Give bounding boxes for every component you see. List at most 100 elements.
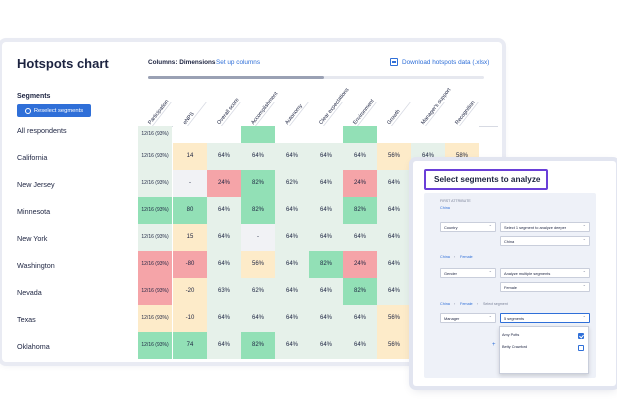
add-attribute-icon[interactable]: + [492, 342, 496, 348]
hotspot-cell[interactable]: 64% [343, 224, 377, 251]
attribute-1-select[interactable]: Country [440, 222, 496, 232]
hotspot-cell[interactable]: 82% [343, 197, 377, 224]
column-header[interactable]: Participation [147, 98, 171, 126]
hotspot-cell[interactable]: 64% [309, 197, 343, 224]
hotspot-cell[interactable] [445, 126, 479, 143]
hotspot-cell[interactable]: 64% [241, 305, 275, 332]
attribute-2-mode-select[interactable]: Analyze multiple segments [500, 268, 590, 278]
hotspot-cell[interactable] [173, 126, 207, 143]
dropdown-item-2[interactable]: Betty Crawford [502, 345, 528, 349]
hotspot-cell[interactable]: -80 [173, 251, 207, 278]
hotspot-cell[interactable]: 64% [207, 224, 241, 251]
hotspot-cell[interactable]: 64% [343, 305, 377, 332]
column-header[interactable]: Environment [352, 98, 376, 126]
hotspot-cell[interactable]: 12/16 (93%) [138, 143, 172, 170]
hotspot-cell[interactable] [343, 126, 377, 143]
hotspot-cell[interactable]: 80 [173, 197, 207, 224]
column-header[interactable]: Manager's support [420, 87, 453, 126]
row-label[interactable]: Oklahoma [17, 342, 50, 351]
dropdown-item-1[interactable]: Amy Potts [502, 333, 520, 337]
attribute-3-select[interactable]: Manager [440, 313, 496, 323]
crumb-1[interactable]: China [440, 206, 450, 210]
hotspot-cell[interactable]: 64% [275, 332, 309, 359]
hotspot-cell[interactable]: - [241, 224, 275, 251]
attribute-1-value-select[interactable]: China [500, 236, 590, 246]
hotspot-cell[interactable] [241, 126, 275, 143]
hotspot-cell[interactable]: 12/16 (93%) [138, 170, 172, 197]
hotspot-cell[interactable]: 56% [377, 305, 411, 332]
hotspot-cell[interactable]: 64% [275, 251, 309, 278]
hotspot-cell[interactable]: 56% [241, 251, 275, 278]
hotspot-cell[interactable]: 12/16 (93%) [138, 305, 172, 332]
attribute-2-select[interactable]: Gender [440, 268, 496, 278]
setup-columns-link[interactable]: Set up columns [216, 59, 261, 66]
horizontal-scrollbar[interactable] [148, 76, 484, 79]
hotspot-cell[interactable]: 12/16 (93%) [138, 126, 172, 143]
row-label[interactable]: New York [17, 234, 48, 243]
download-button[interactable]: Download hotspots data (.xlsx) [390, 58, 489, 66]
hotspot-cell[interactable]: 74 [173, 332, 207, 359]
hotspot-cell[interactable]: 24% [207, 170, 241, 197]
hotspot-cell[interactable]: 64% [309, 143, 343, 170]
hotspot-cell[interactable]: 64% [207, 251, 241, 278]
hotspot-cell[interactable] [207, 126, 241, 143]
hotspot-cell[interactable]: 24% [343, 251, 377, 278]
reselect-segments-button[interactable]: Reselect segments [17, 104, 91, 117]
hotspot-cell[interactable]: 24% [343, 170, 377, 197]
hotspot-cell[interactable]: 64% [309, 224, 343, 251]
column-header[interactable]: Autonomy [284, 103, 304, 126]
hotspot-cell[interactable]: 82% [343, 278, 377, 305]
row-label[interactable]: All respondents [17, 126, 67, 135]
checkbox-checked-icon[interactable] [578, 333, 584, 339]
column-header[interactable]: Overall score [216, 97, 241, 126]
row-label[interactable]: Nevada [17, 288, 42, 297]
hotspot-cell[interactable]: 15 [173, 224, 207, 251]
hotspot-cell[interactable]: 14 [173, 143, 207, 170]
hotspot-cell[interactable] [411, 126, 445, 143]
hotspot-cell[interactable]: 64% [309, 305, 343, 332]
row-label[interactable]: California [17, 153, 48, 162]
hotspot-cell[interactable]: 64% [275, 224, 309, 251]
crumb-3-b[interactable]: Female [460, 302, 473, 306]
column-header[interactable]: Clear expectations [318, 87, 351, 126]
hotspot-cell[interactable]: 64% [207, 143, 241, 170]
hotspot-cell[interactable]: 64% [343, 332, 377, 359]
attribute-2-value-select[interactable]: Female [500, 282, 590, 292]
column-header[interactable]: Accomplishment [250, 91, 280, 126]
row-label[interactable]: Minnesota [17, 207, 51, 216]
hotspot-cell[interactable]: 64% [309, 170, 343, 197]
hotspot-cell[interactable]: 12/16 (93%) [138, 278, 172, 305]
row-label[interactable]: Texas [17, 315, 36, 324]
hotspot-cell[interactable]: 64% [377, 251, 411, 278]
hotspot-cell[interactable]: 64% [275, 143, 309, 170]
scrollbar-thumb[interactable] [148, 76, 324, 79]
hotspot-cell[interactable]: 12/16 (93%) [138, 197, 172, 224]
hotspot-cell[interactable]: 64% [377, 278, 411, 305]
hotspot-cell[interactable]: 64% [377, 197, 411, 224]
hotspot-cell[interactable]: 64% [377, 170, 411, 197]
hotspot-cell[interactable]: 64% [241, 143, 275, 170]
hotspot-cell[interactable]: 82% [241, 170, 275, 197]
hotspot-cell[interactable]: 12/16 (93%) [138, 224, 172, 251]
hotspot-cell[interactable]: 62% [275, 170, 309, 197]
hotspot-cell[interactable]: 63% [207, 278, 241, 305]
hotspot-cell[interactable]: 56% [377, 143, 411, 170]
hotspot-cell[interactable]: 64% [275, 197, 309, 224]
attribute-3-value-select[interactable]: 5 segments [500, 313, 590, 323]
hotspot-cell[interactable]: -10 [173, 305, 207, 332]
hotspot-cell[interactable]: 64% [207, 197, 241, 224]
hotspot-cell[interactable]: 56% [377, 332, 411, 359]
hotspot-cell[interactable] [275, 126, 309, 143]
row-label[interactable]: New Jersey [17, 180, 55, 189]
hotspot-cell[interactable]: 82% [241, 197, 275, 224]
hotspot-cell[interactable]: 64% [309, 278, 343, 305]
hotspot-cell[interactable]: 12/16 (93%) [138, 332, 172, 359]
hotspot-cell[interactable]: 64% [207, 332, 241, 359]
hotspot-cell[interactable]: 82% [241, 332, 275, 359]
hotspot-cell[interactable]: 64% [343, 143, 377, 170]
hotspot-cell[interactable]: 64% [275, 305, 309, 332]
hotspot-cell[interactable]: -20 [173, 278, 207, 305]
column-header[interactable]: Recognition [454, 99, 477, 126]
hotspot-cell[interactable]: 12/16 (93%) [138, 251, 172, 278]
checkbox-empty-icon[interactable] [578, 345, 584, 351]
